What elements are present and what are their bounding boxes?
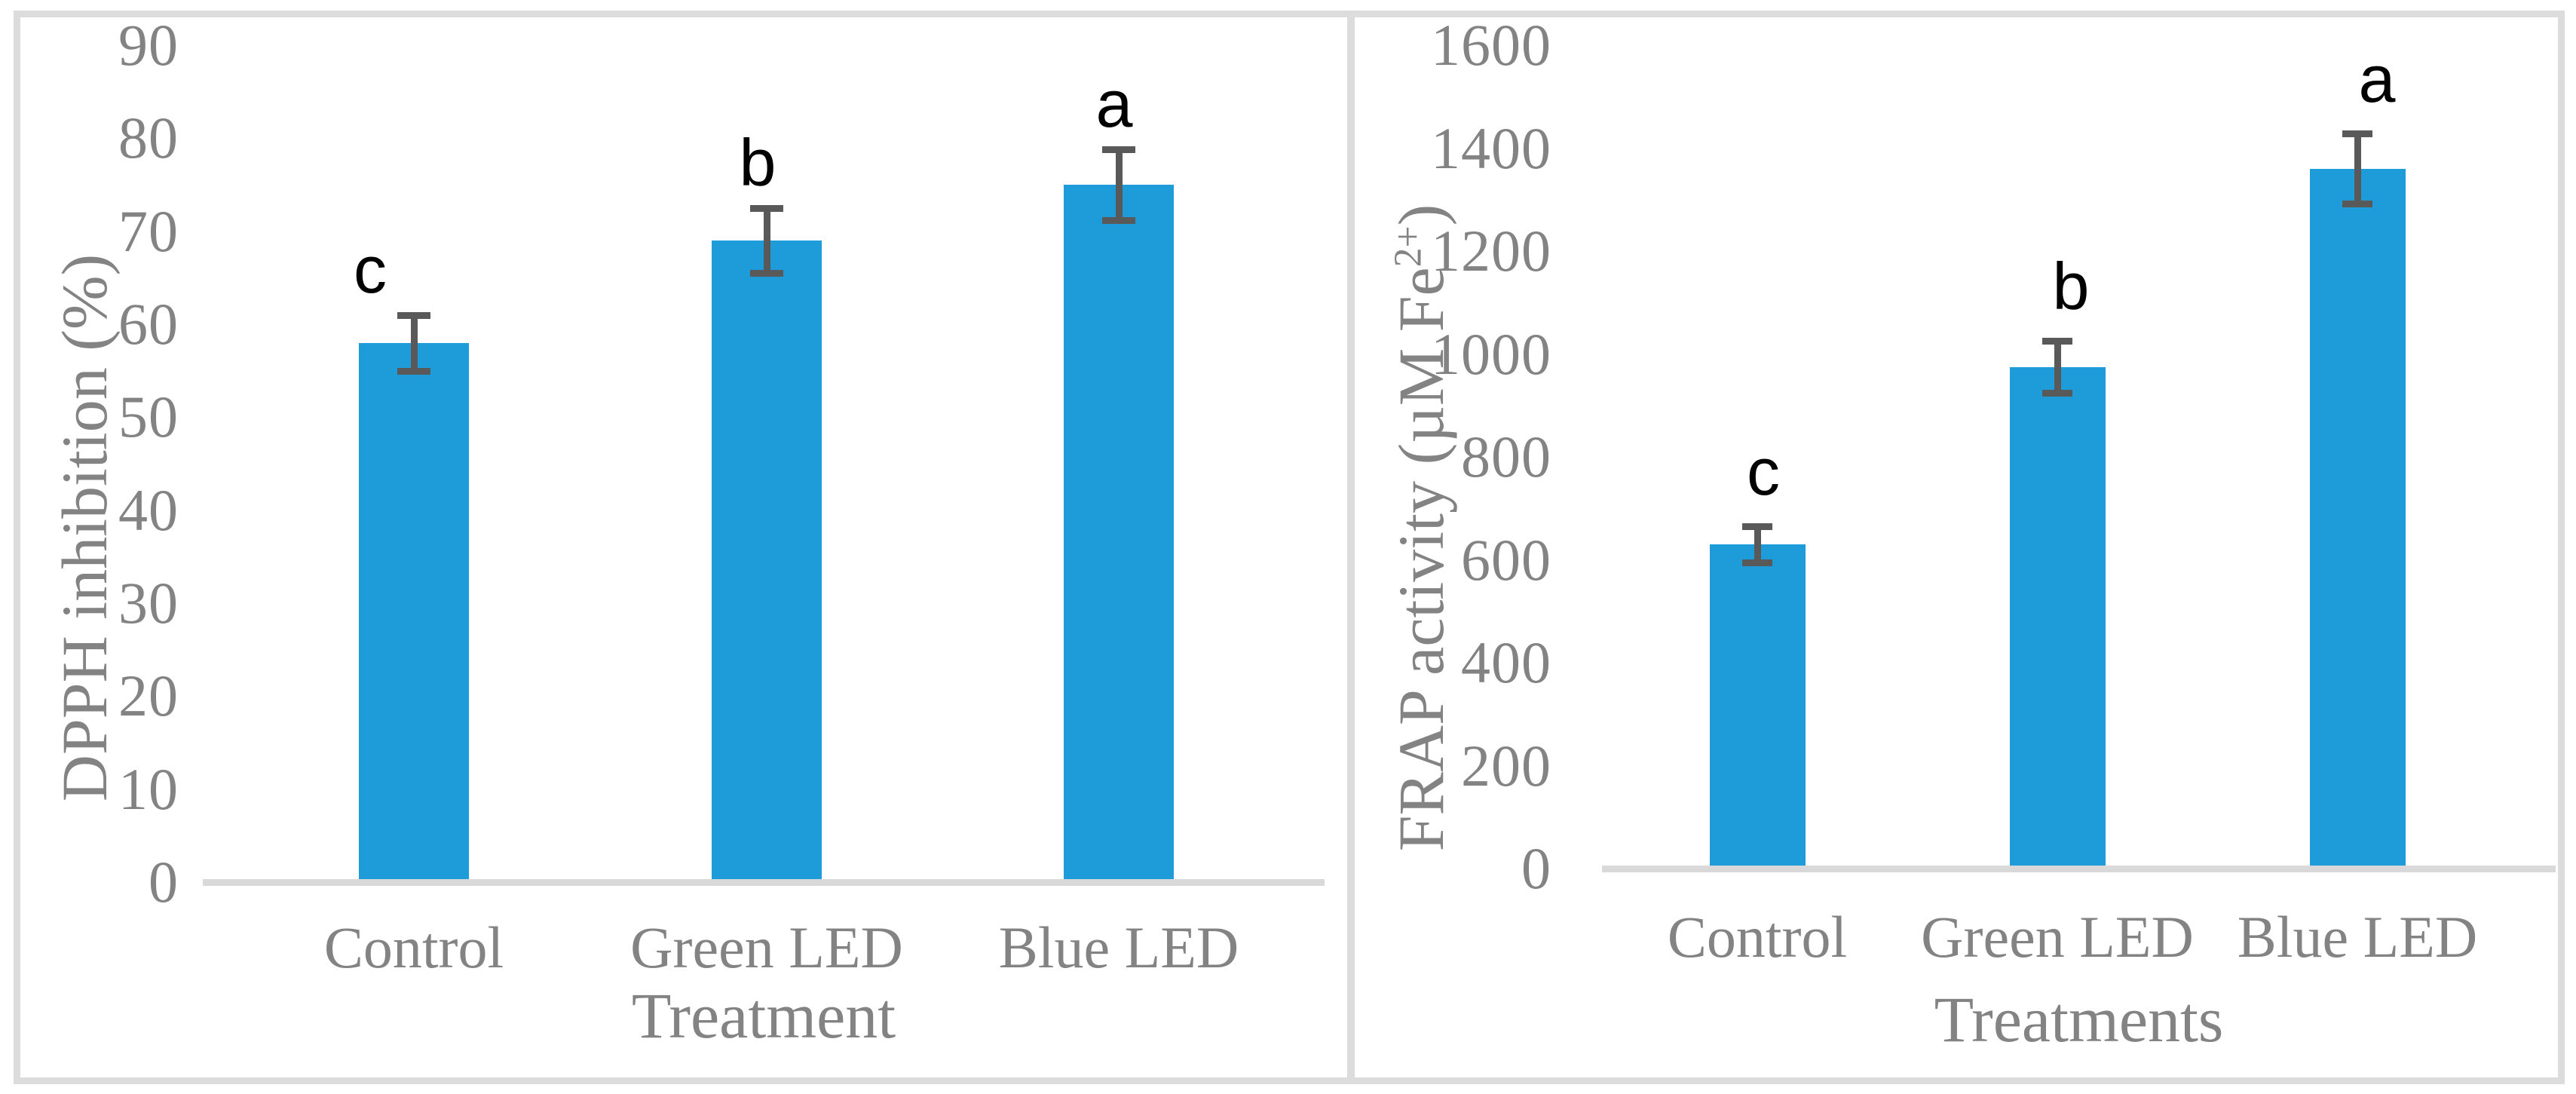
figure-border [14,11,2565,1084]
error-bar-cap-bottom [2042,389,2072,397]
y-tick-label: 10 [118,755,179,822]
y-tick-label: 800 [1461,424,1551,489]
error-bar-control [1754,526,1761,562]
error-bar-cap-top [750,204,783,212]
panel-divider [1347,11,1355,1084]
error-bar-cap-top [1102,146,1135,154]
bar-green-led [712,241,822,879]
y-tick-label: 600 [1461,526,1551,593]
bar-blue-led [1064,185,1174,879]
y-tick-label: 40 [118,477,179,543]
sig-letter-c: c [1747,434,1780,510]
error-bar-cap-top [1742,523,1772,531]
error-bar-cap-bottom [2342,201,2372,208]
y-tick-label: 400 [1461,630,1551,695]
sig-letter-b: b [2052,249,2090,324]
category-label-green-led: Green LED [1921,904,2194,970]
x-axis-line [1602,866,2556,872]
y-tick-label: 0 [149,849,179,915]
bar-blue-led [2309,168,2406,866]
error-bar-green-led [764,207,770,274]
error-bar-cap-bottom [397,367,430,375]
y-tick-label: 0 [1521,835,1551,901]
y-tick-label: 200 [1461,732,1551,798]
category-label-blue-led: Blue LED [2237,904,2478,970]
y-tick-label: 70 [118,198,179,264]
bar-control [1709,544,1806,866]
y-tick-label: 80 [118,105,179,171]
x-axis-line [203,879,1325,886]
error-bar-cap-bottom [1102,216,1135,224]
bar-control [359,342,469,879]
y-tick-label: 60 [118,291,179,357]
error-bar-cap-top [397,311,430,319]
error-bar-cap-bottom [1742,559,1772,566]
y-tick-label: 1400 [1431,115,1551,181]
bar-green-led [2009,366,2106,866]
sig-letter-a: a [1095,66,1133,142]
y-tick-label: 30 [118,570,179,636]
x-axis-title: Treatment [631,979,896,1052]
error-bar-control [411,314,418,371]
category-label-control: Control [323,915,504,980]
error-bar-cap-top [2342,130,2372,138]
y-axis-title: DPPH inhibition (%) [48,253,121,802]
error-bar-blue-led [2354,133,2361,204]
sig-letter-c: c [354,231,387,307]
category-label-green-led: Green LED [630,915,903,980]
error-bar-cap-top [2042,338,2072,345]
y-tick-label: 50 [118,384,179,450]
y-tick-label: 90 [118,12,179,78]
error-bar-blue-led [1116,149,1123,220]
category-label-control: Control [1667,904,1848,970]
sig-letter-b: b [739,124,776,200]
category-label-blue-led: Blue LED [998,915,1239,980]
y-axis-title: FRAP activity (µM Fe2+) [1385,204,1457,852]
y-tick-label: 1200 [1431,218,1551,283]
y-tick-label: 20 [118,663,179,729]
y-tick-label: 1000 [1431,320,1551,387]
y-tick-label: 1600 [1431,12,1551,78]
error-bar-cap-bottom [750,270,783,277]
sig-letter-a: a [2358,41,2396,117]
x-axis-title: Treatments [1934,983,2224,1056]
error-bar-green-led [2054,341,2061,393]
